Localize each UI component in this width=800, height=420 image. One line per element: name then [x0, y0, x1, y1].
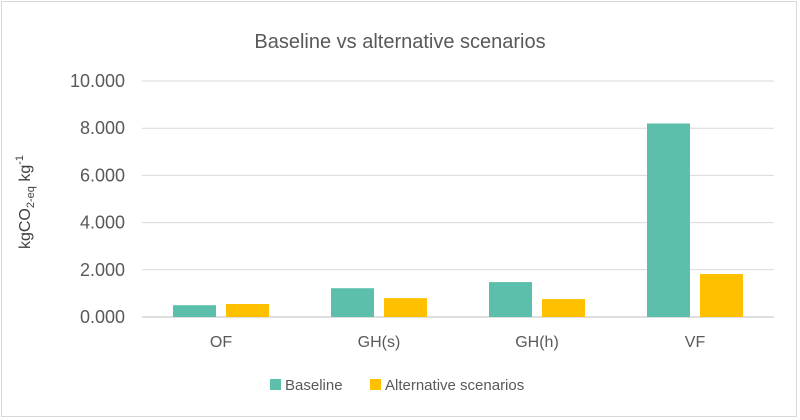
bar-alternative-ghh — [542, 299, 585, 317]
y-tick-label: 8.000 — [80, 118, 125, 138]
y-tick-label: 4.000 — [80, 213, 125, 233]
legend-swatch-baseline — [270, 379, 281, 390]
bar-baseline-ghh — [489, 282, 532, 317]
y-axis-label-main: kgCO — [17, 208, 34, 249]
legend-label-alternative: Alternative scenarios — [385, 377, 524, 394]
x-category-label: GH(s) — [358, 334, 401, 351]
bar-baseline-ghs — [331, 288, 374, 317]
legend-swatch-alternative — [370, 379, 381, 390]
x-category-label: VF — [685, 334, 706, 351]
bar-baseline-of — [173, 305, 216, 317]
bar-baseline-vf — [647, 123, 690, 317]
bar-alternative-ghs — [384, 298, 427, 317]
y-axis-label-superscript: -1 — [14, 155, 26, 165]
y-tick-label: 0.000 — [80, 307, 125, 327]
y-tick-label: 10.000 — [70, 71, 125, 91]
legend-label-baseline: Baseline — [285, 377, 343, 394]
y-tick-label: 2.000 — [80, 260, 125, 280]
chart-title: Baseline vs alternative scenarios — [254, 31, 545, 53]
bars — [173, 123, 743, 317]
legend: Baseline Alternative scenarios — [270, 377, 524, 394]
y-tick-label: 6.000 — [80, 165, 125, 185]
x-category-label: GH(h) — [515, 334, 559, 351]
bar-alternative-of — [226, 304, 269, 317]
bar-alternative-vf — [700, 274, 743, 317]
x-category-label: OF — [210, 334, 232, 351]
x-category-labels: OF GH(s) GH(h) VF — [210, 334, 706, 351]
y-axis-label-unit: kg — [17, 165, 34, 186]
y-axis-label: kgCO2-eq kg-1 — [14, 155, 37, 249]
y-tick-labels: 0.000 2.000 4.000 6.000 8.000 10.000 — [70, 71, 125, 327]
y-axis-label-subscript: 2-eq — [25, 186, 37, 208]
